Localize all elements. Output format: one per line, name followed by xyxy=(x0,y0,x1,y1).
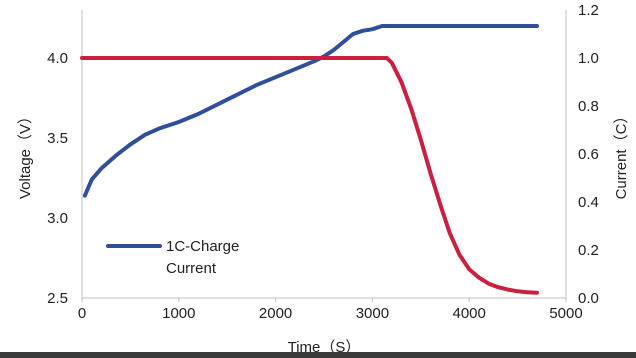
x-tick-label: 2000 xyxy=(259,305,292,322)
axes-layer xyxy=(81,10,567,302)
window-bottom-edge xyxy=(0,352,636,358)
y-left-tick-label: 4.0 xyxy=(47,50,68,67)
x-tick-label: 1000 xyxy=(162,305,195,322)
y-right-tick-label: 1.0 xyxy=(578,50,599,67)
legend-label: 1C-Charge xyxy=(166,238,239,255)
series-layer xyxy=(80,24,539,295)
labels-layer: 0 1000 2000 3000 4000 5000 2.5 3.0 3.5 4.0 0.0 0.2 0… xyxy=(17,2,630,356)
y-right-tick-label: 0.2 xyxy=(578,242,599,259)
y-right-tick-label: 0.8 xyxy=(578,98,599,115)
legend-label: Current xyxy=(166,260,217,277)
series-line-1c-charge xyxy=(82,24,539,198)
y-right-tick-label: 0.4 xyxy=(578,194,599,211)
x-tick-label: 4000 xyxy=(453,305,486,322)
y-left-axis-title: Voltage（V） xyxy=(17,109,34,199)
y-right-axis-title: Current（C） xyxy=(613,109,630,200)
x-axis-title: Time（S） xyxy=(288,339,361,356)
y-right-tick-label: 0.6 xyxy=(578,146,599,163)
legend: 1C-Charge Current xyxy=(106,238,239,277)
y-right-tick-label: 1.2 xyxy=(578,2,599,19)
series-line-current xyxy=(80,56,539,295)
x-tick-label: 5000 xyxy=(549,305,582,322)
y-left-tick-label: 3.0 xyxy=(47,210,68,227)
y-left-tick-label: 3.5 xyxy=(47,130,68,147)
x-tick-label: 3000 xyxy=(356,305,389,322)
x-tick-label: 0 xyxy=(78,305,86,322)
y-right-tick-label: 0.0 xyxy=(578,290,599,307)
y-left-tick-label: 2.5 xyxy=(47,290,68,307)
